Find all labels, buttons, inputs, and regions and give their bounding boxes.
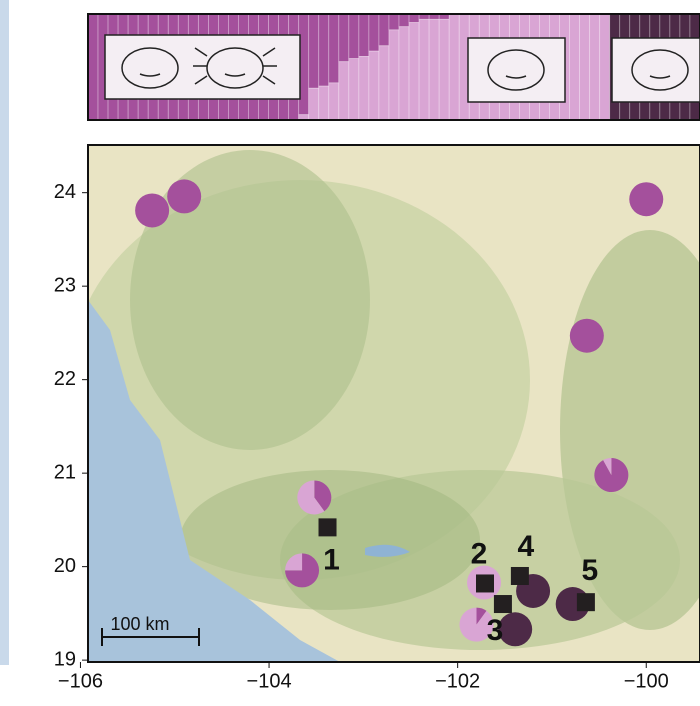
- structure-segment: [88, 14, 98, 120]
- structure-segment: [429, 19, 439, 120]
- structure-segment: [419, 19, 429, 120]
- structure-segment: [409, 22, 419, 120]
- structure-segment: [369, 14, 379, 51]
- x-tick-label: −100: [624, 670, 669, 692]
- structure-segment: [339, 62, 349, 120]
- structure-segment: [329, 14, 339, 83]
- structure-segment: [590, 14, 600, 120]
- site-label: 5: [582, 554, 599, 587]
- site-marker: [476, 574, 494, 592]
- structure-segment: [319, 86, 329, 120]
- structure-segment: [319, 14, 329, 86]
- x-tick-label: −106: [58, 670, 103, 692]
- structure-segment: [449, 14, 459, 120]
- structure-segment: [369, 51, 379, 120]
- structure-segment: [389, 30, 399, 120]
- y-tick-label: 21: [54, 461, 76, 483]
- pie-slice: [135, 193, 169, 227]
- structure-segment: [580, 14, 590, 120]
- structure-segment: [439, 19, 449, 120]
- structure-segment: [349, 14, 359, 59]
- x-tick-label: −102: [435, 670, 480, 692]
- site-marker: [511, 567, 529, 585]
- pie-slice: [498, 612, 532, 646]
- structure-segment: [349, 59, 359, 120]
- y-tick-label: 22: [54, 368, 76, 390]
- pie-slice: [629, 182, 663, 216]
- y-tick-label: 19: [54, 648, 76, 670]
- structure-segment: [359, 56, 369, 120]
- scale-bar-label: 100 km: [110, 614, 169, 634]
- structure-segment: [339, 14, 349, 62]
- site-marker: [494, 595, 512, 613]
- site-marker: [577, 593, 595, 611]
- structure-segment: [600, 14, 610, 120]
- left-panel-edge: [0, 0, 9, 665]
- structure-segment: [409, 14, 419, 22]
- y-tick-label: 20: [54, 555, 76, 577]
- structure-segment: [379, 46, 389, 120]
- structure-segment: [399, 27, 409, 120]
- structure-segment: [379, 14, 389, 46]
- structure-segment: [359, 14, 369, 56]
- figure: 100 km −106−104−102−10019202122232412345: [0, 0, 700, 701]
- pie-slice: [594, 458, 628, 492]
- site-label: 1: [323, 543, 340, 576]
- x-tick-label: −104: [247, 670, 292, 692]
- y-tick-label: 23: [54, 274, 76, 296]
- basemap: [70, 145, 700, 662]
- y-tick-label: 24: [54, 181, 76, 203]
- site-label: 3: [487, 614, 504, 647]
- site-marker: [319, 518, 337, 536]
- site-label: 2: [471, 537, 488, 570]
- structure-segment: [309, 14, 319, 88]
- structure-segment: [329, 83, 339, 120]
- structure-segment: [389, 14, 399, 30]
- pie-slice: [570, 319, 604, 353]
- structure-segment: [570, 14, 580, 120]
- structure-segment: [399, 14, 409, 27]
- site-label: 4: [518, 530, 535, 563]
- pie-slice: [167, 179, 201, 213]
- structure-segment: [309, 88, 319, 120]
